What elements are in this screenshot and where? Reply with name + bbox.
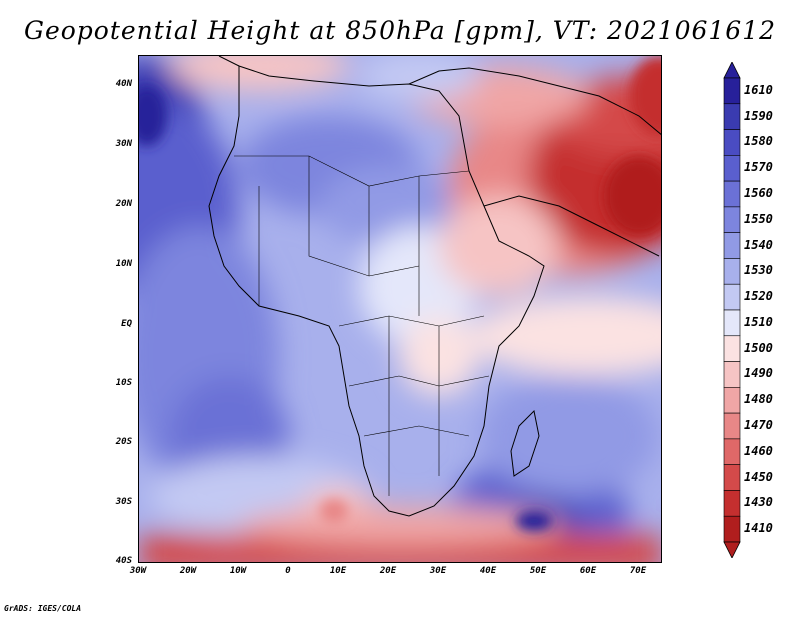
lon-label: 70E [629,566,647,576]
lat-label: 30S [115,497,132,507]
height-field-detail [139,56,661,531]
lon-label: 10W [229,566,247,576]
colorbar-swatch [723,206,741,233]
lon-label: 50E [529,566,547,576]
colorbar-level-label: 1410 [744,521,773,536]
chart-title: Geopotential Height at 850hPa [gpm], VT:… [23,16,777,45]
lat-label: 20N [115,199,132,209]
colorbar-swatch [723,515,741,543]
colorbar-swatch [723,438,741,465]
colorbar-level-label: 1480 [744,392,773,407]
colorbar-level-label: 1610 [744,82,773,97]
lon-label: 60E [579,566,597,576]
map-canvas [139,56,661,562]
colorbar-level-label: 1490 [744,366,773,381]
lat-label: 30N [115,139,132,149]
colorbar-arrow-top [723,62,741,79]
colorbar-level-label: 1460 [744,443,773,458]
colorbar-arrow-bottom [723,541,741,558]
lon-label: 0 [285,566,291,576]
lon-label: 40E [479,566,497,576]
colorbar-swatch [723,464,741,491]
colorbar-swatch [723,361,741,388]
colorbar-swatch [723,283,741,311]
colorbar-level-label: 1530 [744,263,773,278]
colorbar-swatch [723,232,741,259]
colorbar-level-label: 1450 [744,469,773,484]
colorbar-level-label: 1540 [744,237,773,252]
colorbar-level-label: 1560 [744,186,773,200]
colorbar-swatch [723,77,741,105]
colorbar-swatch [723,412,741,440]
colorbar-level-label: 1570 [744,160,773,175]
colorbar-swatch [723,155,741,182]
lon-label: 10E [329,566,347,576]
colorbar-swatch [723,490,741,517]
lon-label: 30E [429,566,447,576]
colorbar [723,62,741,558]
colorbar-swatch [723,335,741,362]
height-field [139,56,661,562]
lon-label: 20E [379,566,397,576]
lat-label: 20S [115,437,132,447]
colorbar-level-label: 1470 [744,418,773,432]
colorbar-swatch [723,387,741,414]
lon-label: 20W [179,566,197,576]
colorbar-swatch [723,129,741,156]
country-borders [234,155,490,496]
colorbar-level-label: 1430 [744,495,773,510]
lat-label: 40N [115,79,132,89]
map-panel [138,55,662,563]
lon-label: 30W [129,566,147,576]
colorbar-swatch [723,258,741,285]
colorbar-swatch [723,309,741,337]
lat-label: 10N [115,259,132,269]
lat-label: 40S [115,556,132,566]
colorbar-level-label: 1580 [744,134,773,149]
colorbar-swatch [723,103,741,130]
lat-label: EQ [121,319,132,329]
colorbar-swatch [723,180,741,208]
coastlines [208,56,661,517]
footer-credit: GrADS: IGES/COLA [4,604,82,613]
colorbar-level-label: 1520 [744,289,773,304]
colorbar-level-label: 1500 [744,340,773,355]
colorbar-level-label: 1590 [744,108,773,123]
colorbar-level-label: 1550 [744,211,773,226]
lat-label: 10S [115,378,132,388]
colorbar-level-label: 1510 [744,314,773,329]
